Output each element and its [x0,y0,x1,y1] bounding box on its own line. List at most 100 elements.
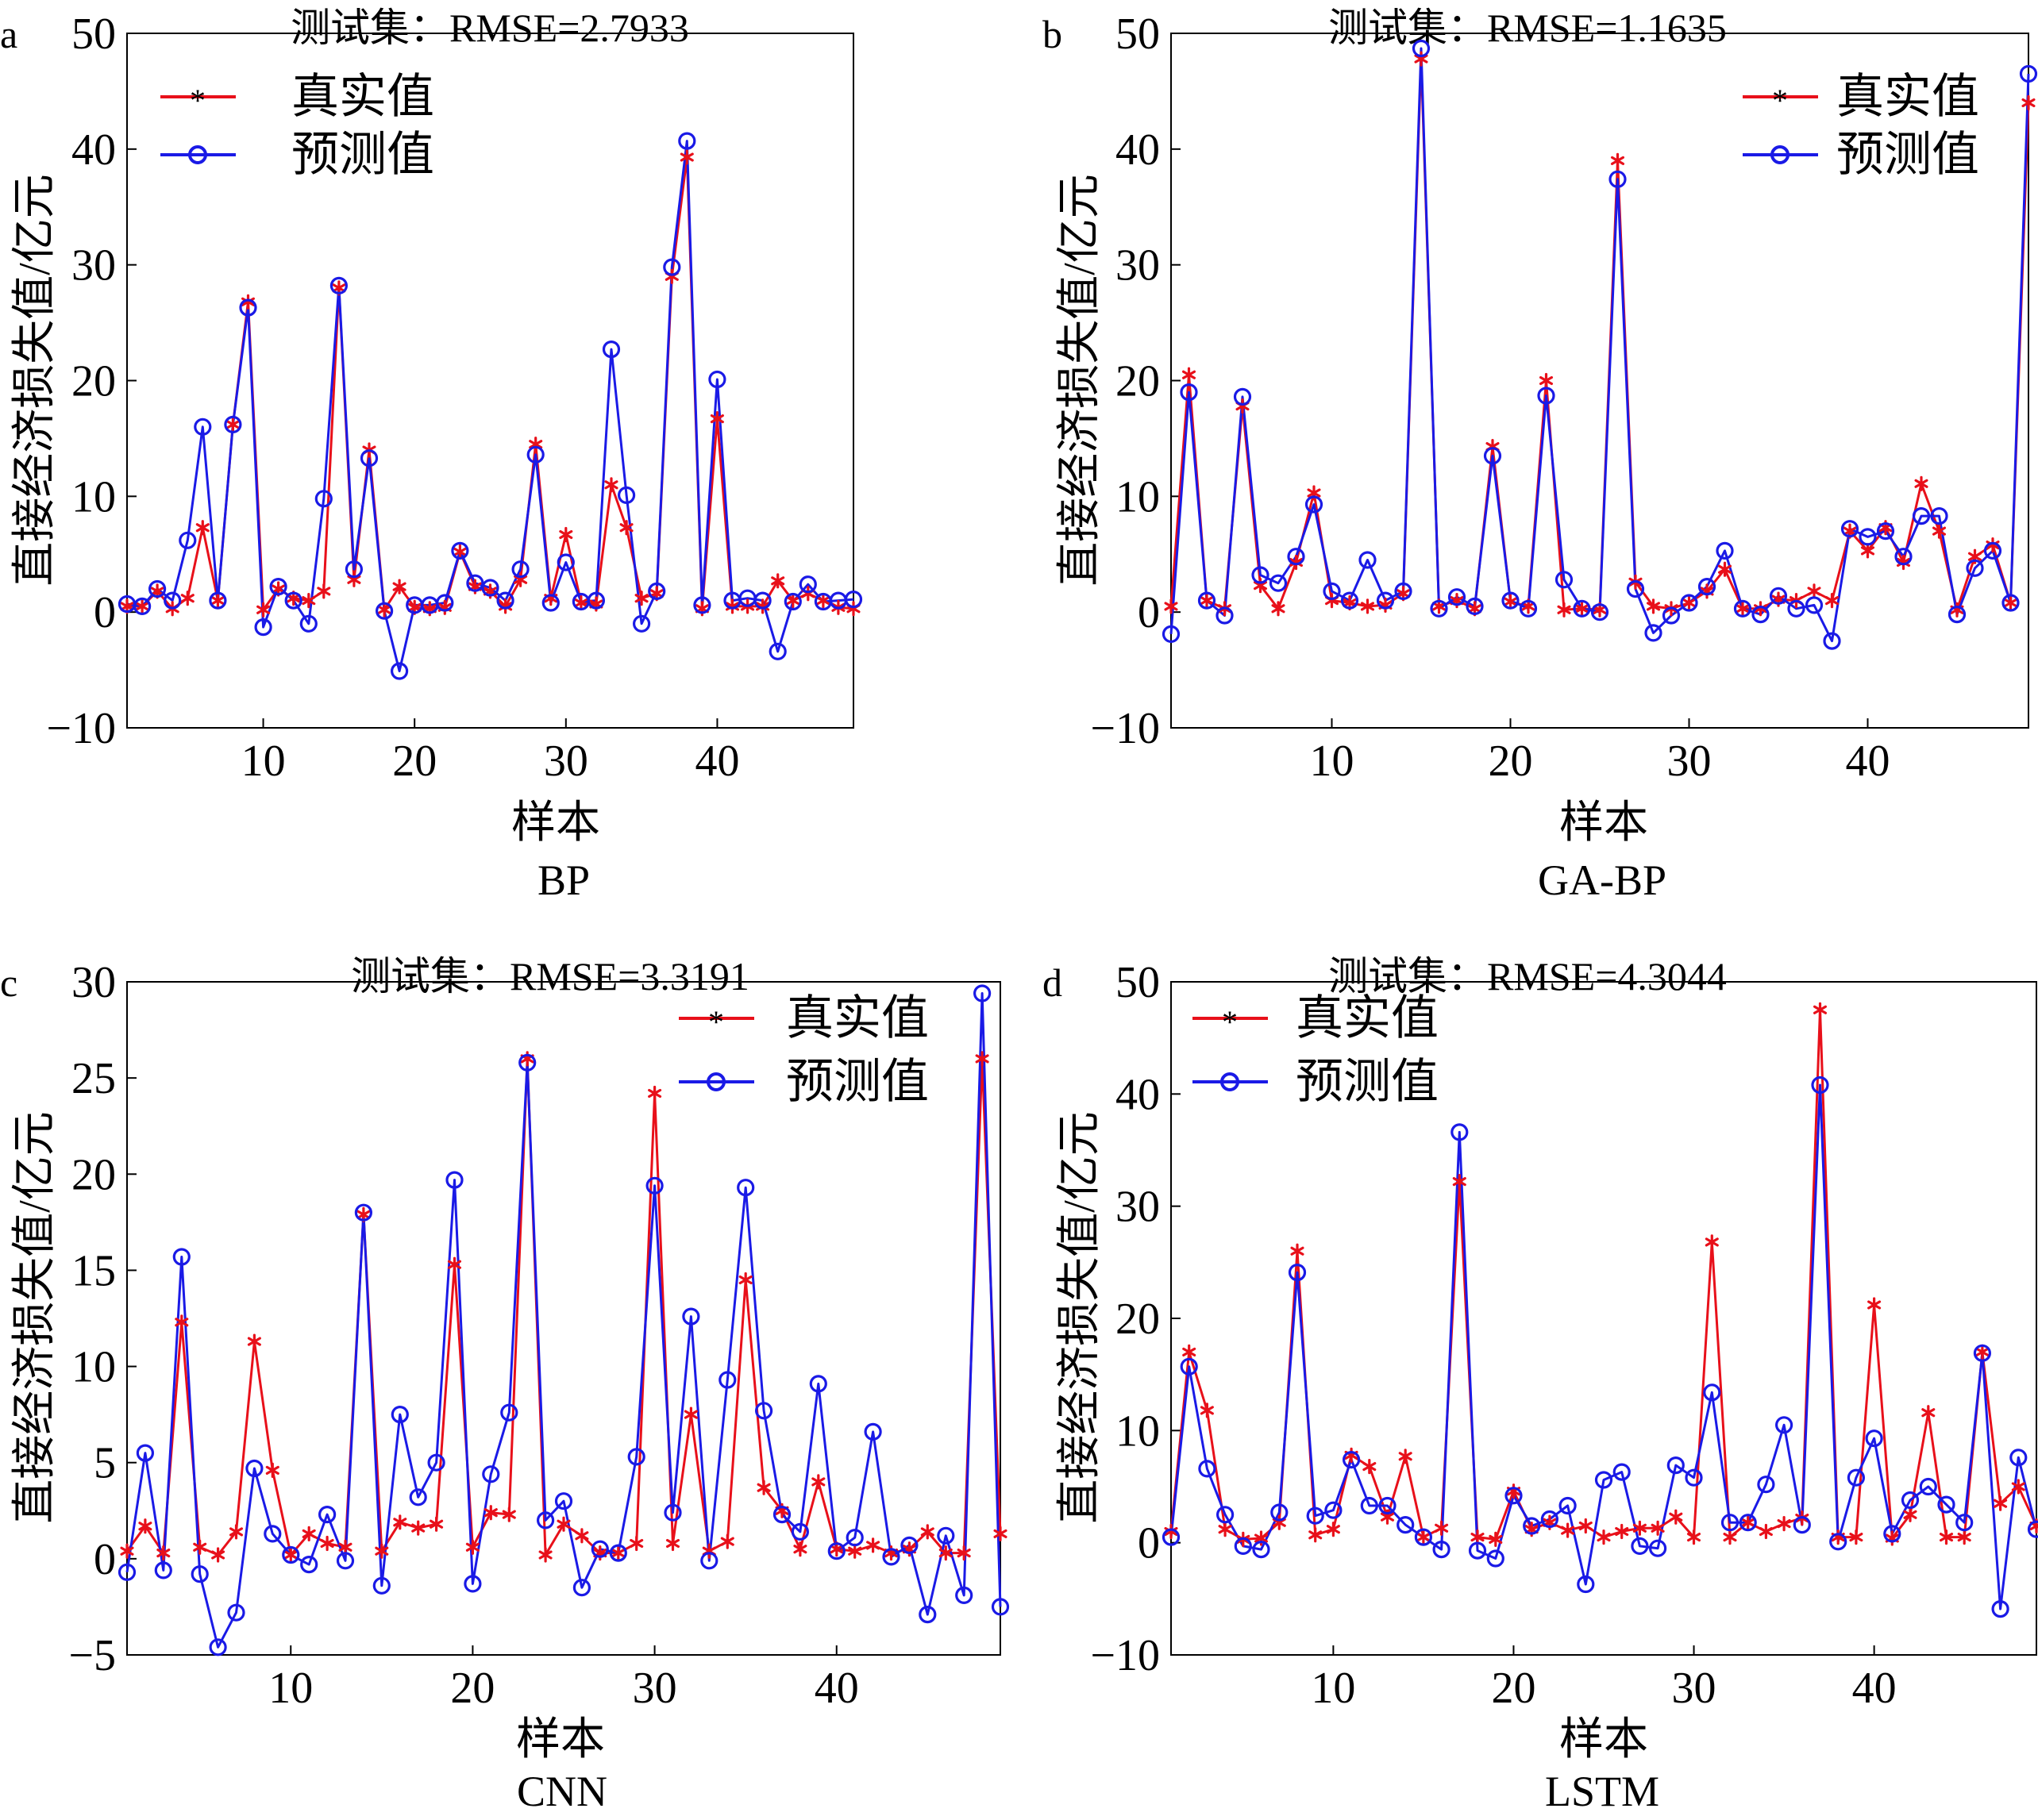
point-actual [1485,438,1500,455]
point-actual [193,1539,207,1555]
point-actual [1578,1518,1593,1534]
point-predicted [264,1525,282,1543]
y-tick-label: −5 [68,1631,116,1680]
point-predicted [648,582,666,601]
point-predicted [1649,1539,1667,1557]
series-area [118,132,863,680]
point-predicted [318,1505,337,1524]
point-predicted [1198,1460,1216,1478]
legend-label-predicted: 预测值 [1296,1056,1439,1108]
point-predicted [1757,1476,1775,1494]
point-predicted [1787,599,1805,618]
point-predicted [632,614,651,633]
point-predicted [209,1638,227,1656]
point-predicted [518,1053,537,1072]
point-actual [611,1545,626,1561]
y-tick-label: 40 [1115,1070,1160,1119]
point-predicted [587,591,606,610]
point-predicted [148,579,167,598]
y-tick-label: 40 [71,125,116,175]
point-predicted [1697,577,1716,596]
point-predicted [955,1586,973,1605]
point-actual [771,573,785,589]
point-predicted [500,1403,518,1422]
model-caption: GA-BP [1538,856,1666,904]
point-predicted [719,1371,737,1389]
legend-marker-circle [1220,1072,1239,1091]
point-actual [559,526,573,543]
point-actual [120,1543,134,1559]
point-actual [1362,1458,1377,1475]
point-actual [1717,561,1732,577]
panel-letter: b [1042,12,1062,56]
point-predicted [1358,551,1377,569]
point-predicted [769,642,787,660]
legend-label-actual: 真实值 [1296,992,1439,1045]
point-actual [2011,1479,2025,1495]
point-predicted [481,579,499,597]
point-actual [1360,598,1375,614]
point-predicted [360,449,379,468]
legend-item-actual: * 真实值 [679,992,929,1045]
point-predicted [354,1203,372,1222]
point-actual [811,1474,826,1490]
point-actual [538,1547,553,1563]
point-predicted [1162,625,1181,644]
y-tick-label: 20 [1115,1295,1160,1344]
point-actual [684,1406,698,1422]
point-predicted [1412,39,1431,58]
point-predicted [2019,64,2038,83]
y-tick-label: 10 [71,472,116,521]
point-predicted [1233,387,1252,406]
point-predicted [864,1422,882,1441]
point-actual [1506,1483,1521,1499]
point-predicted [2027,1520,2038,1538]
point-predicted [172,1248,191,1266]
point-predicted [1991,1599,2009,1618]
point-actual [1557,602,1571,618]
panel-letter: d [1042,960,1062,1005]
point-predicted [1376,591,1395,610]
point-predicted [1450,1123,1469,1141]
point-actual [1741,1514,1755,1530]
point-predicted [846,1529,864,1547]
point-actual [920,1524,934,1540]
panel-d: d 测试集：RMSE=4.3044 −10 0 10 20 30 40 50 10 20 30 4… [1042,954,2038,1815]
point-actual [1610,152,1625,168]
y-tick-label: 20 [71,1150,116,1199]
point-predicted [179,531,197,549]
point-actual [317,583,331,599]
point-predicted [511,560,530,579]
y-tick-label: 15 [71,1246,116,1295]
point-predicted [1430,599,1448,618]
point-predicted [1558,1496,1577,1515]
legend-item-predicted: 预测值 [160,129,434,181]
y-tick-label: 0 [1138,588,1160,637]
point-predicted [227,1603,245,1622]
point-predicted [1983,541,2002,560]
x-tick-label: 40 [815,1664,859,1713]
point-predicted [1685,1468,1703,1487]
point-predicted [609,1544,627,1562]
point-predicted [329,276,348,294]
point-predicted [541,594,560,612]
y-tick-label: 0 [94,588,116,637]
plot-frame [126,33,854,729]
point-predicted [284,591,302,610]
y-tick-label: 50 [1115,958,1160,1007]
point-predicted [1973,1344,1991,1362]
legend-item-actual: * 真实值 [1192,992,1439,1045]
legend-item-actual: * 真实值 [1743,71,1979,123]
point-predicted [1769,587,1788,605]
y-tick-label: 10 [71,1343,116,1392]
y-axis-label: 直接经济损失值/亿元 [10,174,60,587]
point-actual [265,1462,279,1479]
point-predicted [1486,1549,1504,1568]
point-predicted [1555,571,1574,589]
y-axis: −10 0 10 20 30 40 50 [46,10,137,753]
point-actual [393,1514,407,1530]
chart-title: 测试集：RMSE=2.7933 [291,6,689,50]
point-predicted [1397,1515,1415,1534]
point-predicted [427,1453,445,1472]
point-actual [830,1541,844,1557]
